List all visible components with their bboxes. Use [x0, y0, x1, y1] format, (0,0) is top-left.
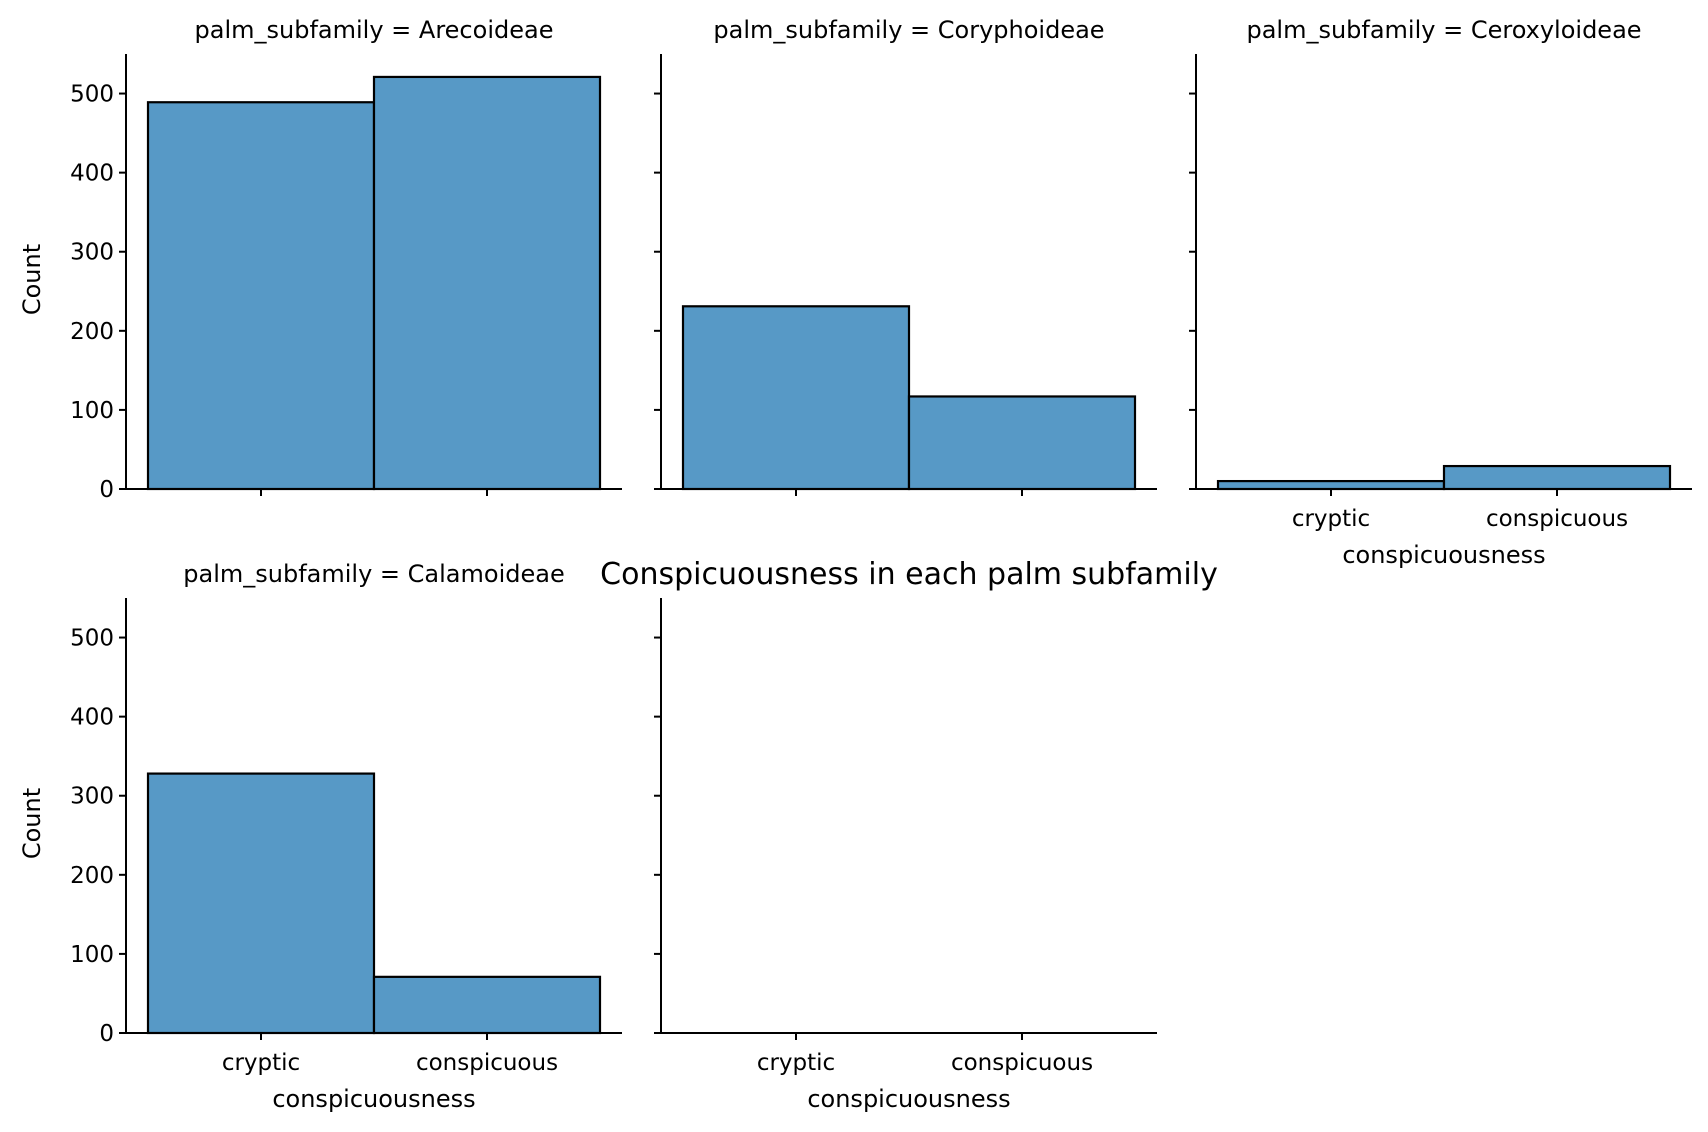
y-tick-label-1-500: 500 — [70, 82, 114, 108]
x-axis-label-4: conspicuousness — [272, 1085, 475, 1113]
y-tick-label-4-0: 0 — [99, 1021, 114, 1047]
x-axis-label-3: conspicuousness — [1342, 541, 1545, 569]
y-tick-label-4-400: 400 — [70, 705, 114, 731]
y-tick-label-1-0: 0 — [99, 477, 114, 503]
y-tick-label-1-100: 100 — [70, 398, 114, 424]
bar-4-conspicuous — [372, 975, 602, 1035]
bar-3-conspicuous — [1442, 464, 1672, 491]
y-tick-label-4-300: 300 — [70, 784, 114, 810]
facet-title-4: palm_subfamily = Calamoideae — [183, 560, 564, 588]
y-tick-label-4-500: 500 — [70, 626, 114, 652]
facet-title-2: palm_subfamily = Coryphoideae — [713, 16, 1104, 44]
y-tick-label-4-200: 200 — [70, 863, 114, 889]
bar-2-conspicuous — [907, 395, 1137, 491]
x-tick-label-5-cryptic: cryptic — [757, 1050, 835, 1076]
y-axis-label-4: Count — [18, 788, 46, 859]
bar-3-cryptic — [1216, 479, 1446, 491]
y-tick-label-1-200: 200 — [70, 319, 114, 345]
x-tick-label-4-cryptic: cryptic — [222, 1050, 300, 1076]
x-tick-label-3-cryptic: cryptic — [1292, 506, 1370, 532]
bar-1-cryptic — [146, 101, 376, 491]
facet-title-3: palm_subfamily = Ceroxyloideae — [1246, 16, 1641, 44]
x-axis-label-5: conspicuousness — [807, 1085, 1010, 1113]
y-tick-label-1-300: 300 — [70, 240, 114, 266]
x-tick-label-5-conspicuous: conspicuous — [951, 1050, 1093, 1076]
bar-2-cryptic — [681, 305, 911, 491]
bar-4-cryptic — [146, 772, 376, 1035]
x-tick-label-4-conspicuous: conspicuous — [416, 1050, 558, 1076]
x-tick-label-3-conspicuous: conspicuous — [1486, 506, 1628, 532]
facet-title-1: palm_subfamily = Arecoideae — [195, 16, 554, 44]
y-axis-label-1: Count — [18, 244, 46, 315]
bar-1-conspicuous — [372, 75, 602, 491]
y-tick-label-4-100: 100 — [70, 942, 114, 968]
y-tick-label-1-400: 400 — [70, 161, 114, 187]
chart-title: Conspicuousness in each palm subfamily — [600, 557, 1218, 592]
